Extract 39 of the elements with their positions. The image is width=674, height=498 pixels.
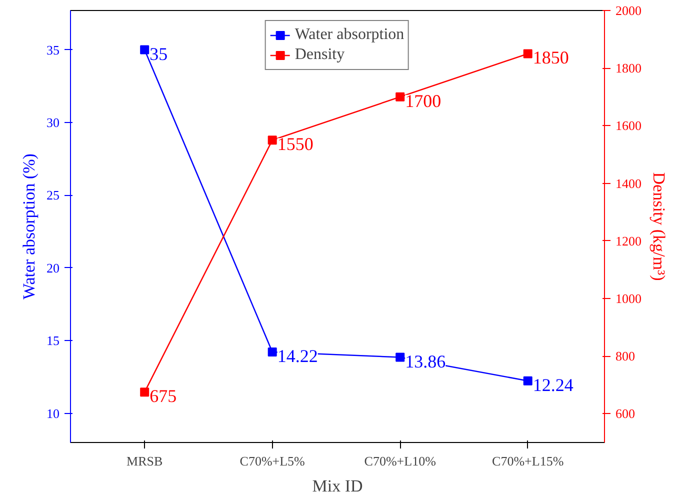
y2-tick-label: 2000 [616, 3, 642, 18]
point [396, 92, 405, 102]
y2-tick-label: 1200 [616, 233, 642, 248]
y2-tick-label: 1400 [616, 176, 642, 191]
x-tick-label: C70%+L15% [492, 454, 564, 468]
data-label: 35 [150, 44, 168, 64]
data-label: 12.24 [532, 374, 574, 395]
legend-label: Water absorption [294, 26, 404, 44]
y-tick-label: 20 [46, 260, 60, 276]
x-tick-label: MRSB [126, 454, 163, 468]
y2-tick-label: 1800 [616, 60, 642, 76]
point [268, 136, 277, 145]
x-tick-label: C70%+L5% [240, 454, 306, 468]
point [523, 376, 532, 386]
x-axis-title: Mix ID [312, 476, 363, 496]
y2-tick-label: 800 [616, 348, 635, 364]
y2-axis-title: Density (kg/m³) [650, 172, 668, 281]
data-label: 1850 [532, 48, 569, 68]
y-tick-label: 10 [46, 406, 60, 421]
y-tick-label: 35 [46, 42, 60, 58]
data-label: 1700 [405, 90, 442, 111]
point [523, 49, 532, 58]
point [268, 348, 277, 357]
legend-label: Density [294, 46, 345, 64]
y2-tick-label: 1000 [616, 291, 642, 306]
data-label: 13.86 [405, 351, 446, 372]
y2-tick-label: 600 [616, 406, 635, 422]
data-label: 675 [150, 386, 177, 406]
x-tick-label: C70%+L10% [364, 454, 436, 468]
data-label: 14.22 [277, 346, 318, 366]
y-tick-label: 25 [46, 188, 60, 203]
point [396, 352, 405, 362]
y-tick-label: 30 [46, 115, 60, 130]
y-axis-title: Water absorption (%) [20, 154, 38, 300]
point [140, 45, 150, 54]
point [140, 388, 150, 397]
data-label: 1550 [277, 134, 314, 154]
y2-tick-label: 1600 [616, 118, 642, 134]
y-tick-label: 15 [46, 333, 60, 348]
